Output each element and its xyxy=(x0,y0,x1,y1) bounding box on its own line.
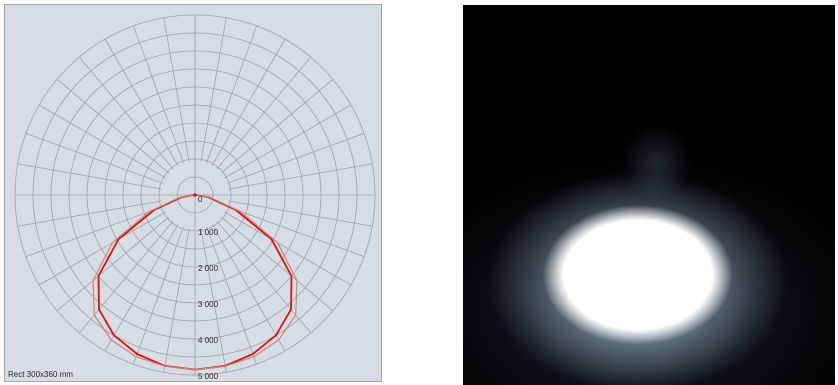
grid-radial-line xyxy=(56,78,170,174)
grid-radial-line xyxy=(206,25,257,164)
grid-radial-line xyxy=(78,220,174,334)
grid-radial-line xyxy=(200,228,227,373)
grid-radial-line xyxy=(224,104,352,179)
grid-radial-line xyxy=(211,38,286,166)
polar-luminous-intensity-chart: 0 1 000 2 000 3 000 4 000 5 000 Rect 300x360 … xyxy=(4,4,382,382)
grid-radial-line xyxy=(17,200,162,227)
grid-radial-line xyxy=(220,78,334,174)
grid-radial-line xyxy=(133,226,184,365)
grid-radial-line xyxy=(25,206,164,257)
light-distribution-render xyxy=(463,5,835,385)
grid-radial-line xyxy=(220,216,334,312)
chart-caption: Rect 300x360 mm xyxy=(8,370,73,379)
grid-radial-line xyxy=(38,104,166,179)
grid-radial-line xyxy=(163,17,190,162)
grid-radial-line xyxy=(56,216,170,312)
radial-tick-label: 4 000 xyxy=(198,336,219,345)
radial-tick-label: 1 000 xyxy=(198,228,219,237)
grid-radial-line xyxy=(226,133,365,184)
grid-radial-line xyxy=(104,224,179,352)
grid-radial-line xyxy=(211,224,286,352)
grid-radial-line xyxy=(38,211,166,286)
grid-radial-line xyxy=(78,56,174,170)
grid-radial-line xyxy=(216,56,312,170)
grid-radial-line xyxy=(206,226,257,365)
grid-radial-line xyxy=(216,220,312,334)
grid-radial-line xyxy=(133,25,184,164)
grid-radial-line xyxy=(25,133,164,184)
grid-radial-line xyxy=(200,17,227,162)
radial-tick-label: 3 000 xyxy=(198,300,219,309)
grid-radial-line xyxy=(224,211,352,286)
radial-tick-label: 0 xyxy=(198,195,203,204)
grid-radial-line xyxy=(17,163,162,190)
grid-radial-line xyxy=(163,228,190,373)
grid-radial-line xyxy=(228,200,373,227)
radial-tick-label: 5 000 xyxy=(198,372,219,381)
radial-tick-label: 2 000 xyxy=(198,264,219,273)
grid-radial-line xyxy=(226,206,365,257)
grid-radial-line xyxy=(104,38,179,166)
polar-chart-svg: 0 1 000 2 000 3 000 4 000 5 000 xyxy=(14,14,376,381)
grid-radial-line xyxy=(228,163,373,190)
origin-point xyxy=(193,193,197,197)
